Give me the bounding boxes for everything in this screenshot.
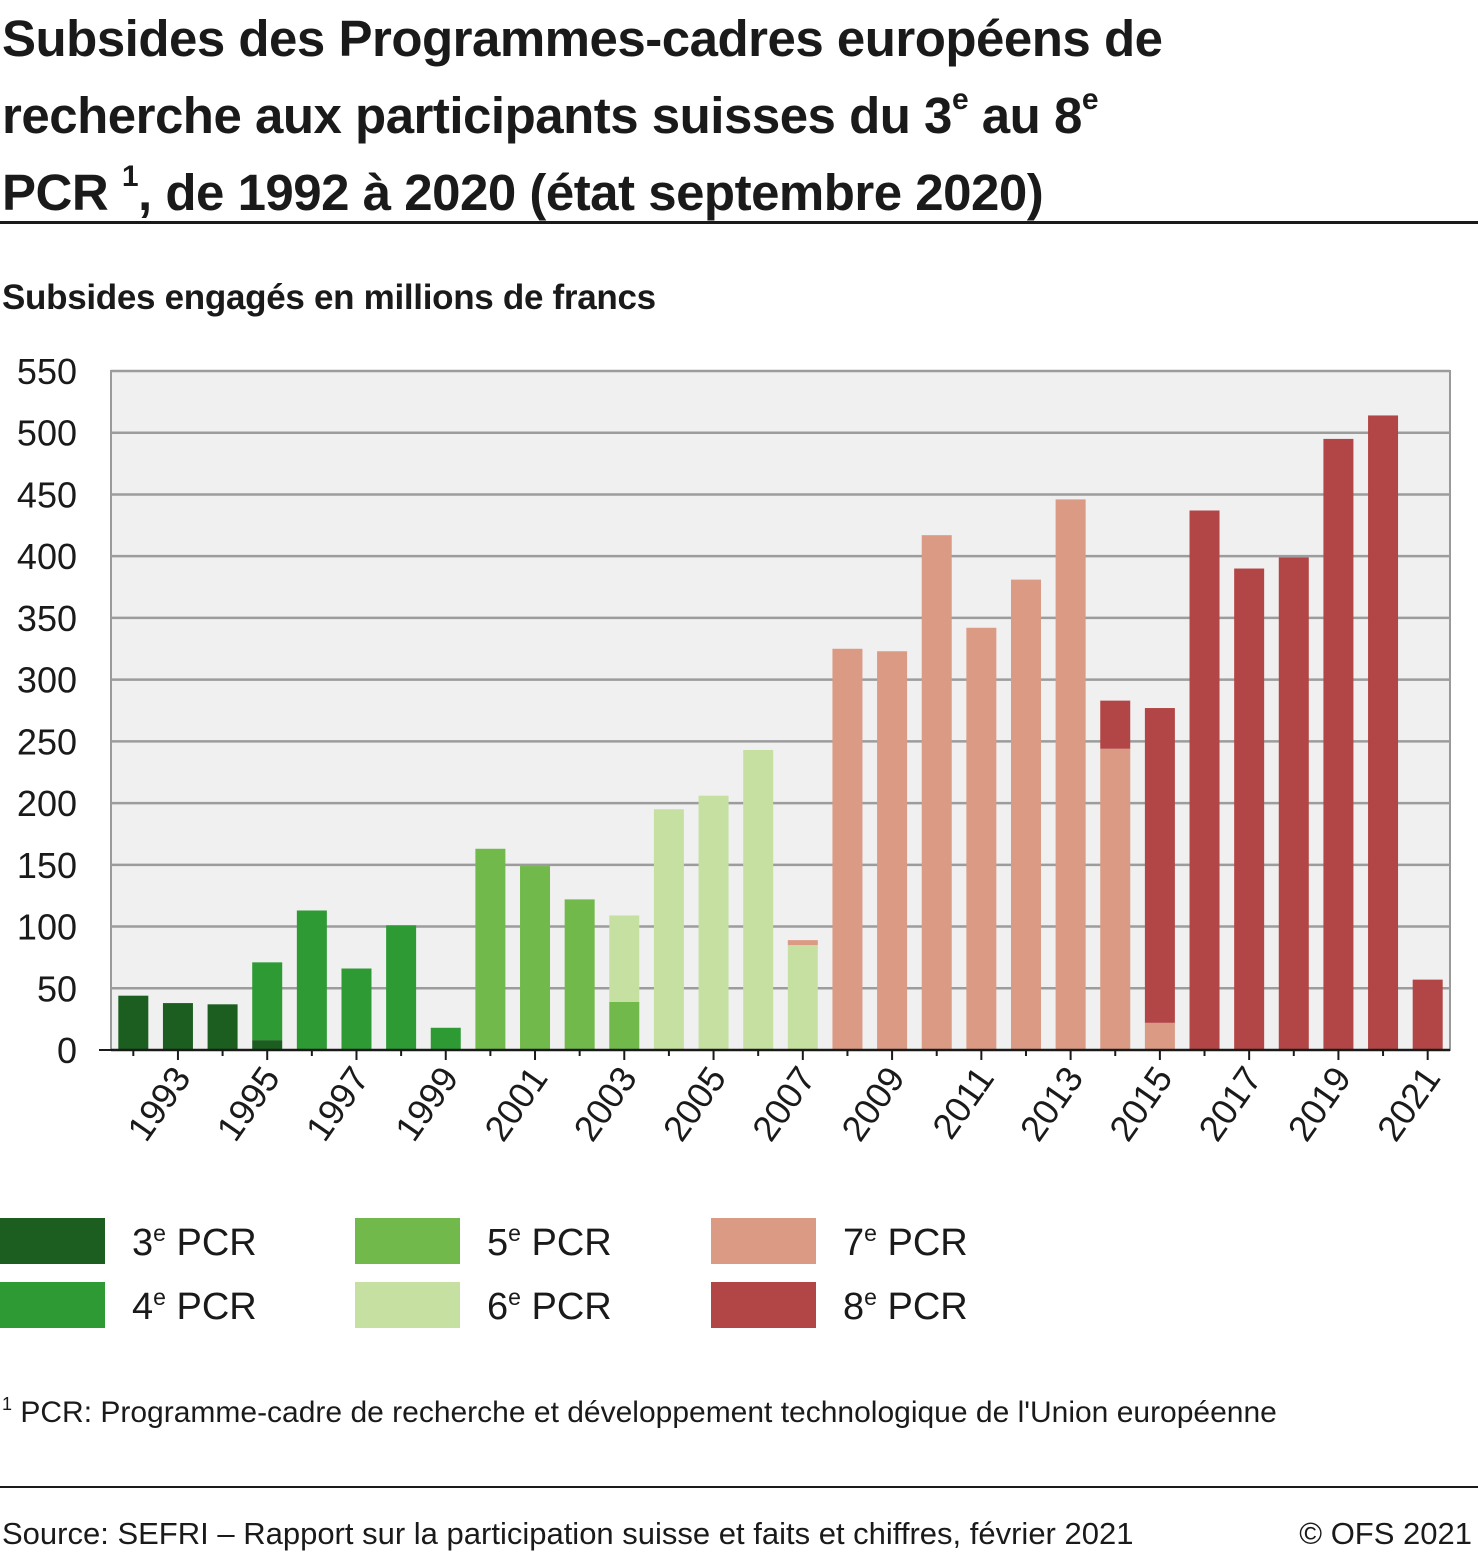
title-line-2: recherche aux participants suisses du 3e… — [2, 83, 1099, 145]
legend-label: 5e PCR — [487, 1220, 612, 1265]
bar-2017-series-8 — [1234, 568, 1265, 1050]
y-tick-label: 200 — [17, 783, 77, 824]
x-tick-label: 1999 — [387, 1059, 467, 1148]
legend-label: 8e PCR — [843, 1284, 968, 1329]
title-line-1: Subsides des Programmes-cadres européens… — [2, 10, 1163, 67]
bar-2001-series-5 — [520, 866, 551, 1050]
bar-2012-series-7 — [1010, 579, 1041, 1050]
bar-1993-series-3 — [162, 1003, 193, 1050]
bar-2009-series-7 — [877, 651, 908, 1050]
x-tick-label: 2019 — [1279, 1059, 1359, 1148]
x-tick-label: 2005 — [655, 1059, 735, 1148]
bar-2010-series-7 — [921, 535, 952, 1050]
legend-label: 3e PCR — [132, 1220, 257, 1265]
x-tick-label: 2009 — [833, 1059, 913, 1148]
y-tick-label: 550 — [17, 351, 77, 392]
bar-2002-series-5 — [564, 899, 595, 1050]
bar-2003-series-6 — [609, 915, 640, 1002]
legend-label: 7e PCR — [843, 1220, 968, 1265]
chart-subtitle: Subsides engagés en millions de francs — [2, 278, 656, 317]
bar-2014-series-7 — [1100, 748, 1131, 1050]
x-tick-label: 2015 — [1101, 1059, 1181, 1148]
title-rule — [0, 221, 1478, 224]
footnote: 1 PCR: Programme-cadre de recherche et d… — [2, 1394, 1277, 1429]
bar-1995-series-4 — [252, 962, 283, 1041]
bar-2011-series-7 — [966, 627, 997, 1050]
bar-2004-series-6 — [653, 809, 684, 1050]
bar-2005-series-6 — [698, 795, 729, 1050]
y-tick-label: 450 — [17, 474, 77, 515]
title-line-3: PCR 1, de 1992 à 2020 (état septembre 20… — [2, 160, 1044, 222]
legend-swatch — [0, 1218, 105, 1264]
bar-2016-series-8 — [1189, 510, 1220, 1050]
y-tick-label: 150 — [17, 845, 77, 886]
x-tick-label: 2017 — [1190, 1059, 1270, 1148]
bar-2015-series-8 — [1144, 708, 1175, 1023]
bar-1994-series-3 — [207, 1004, 238, 1050]
bar-2007-series-6 — [787, 945, 818, 1050]
x-tick-label: 2007 — [744, 1059, 824, 1148]
bar-2008-series-7 — [832, 648, 863, 1050]
y-tick-label: 0 — [57, 1030, 77, 1071]
x-tick-label: 1997 — [298, 1059, 378, 1148]
x-tick-label: 2003 — [565, 1059, 645, 1148]
y-tick-label: 400 — [17, 536, 77, 577]
bar-2015-series-7 — [1144, 1022, 1175, 1050]
bar-1995-series-3 — [252, 1040, 283, 1050]
bar-2014-series-8 — [1100, 700, 1131, 749]
y-tick-label: 250 — [17, 721, 77, 762]
x-tick-label: 2013 — [1012, 1059, 1092, 1148]
legend-swatch — [711, 1218, 816, 1264]
x-tick-label: 1993 — [119, 1059, 199, 1148]
bar-2006-series-6 — [743, 750, 774, 1050]
bar-2018-series-8 — [1278, 557, 1309, 1050]
bar-2013-series-7 — [1055, 499, 1086, 1051]
legend-swatch — [355, 1218, 460, 1264]
legend-swatch — [355, 1282, 460, 1328]
y-tick-label: 500 — [17, 413, 77, 454]
bar-1996-series-4 — [296, 910, 327, 1050]
bar-1992-series-3 — [118, 995, 149, 1050]
x-tick-label: 2001 — [476, 1059, 556, 1148]
copyright-note: © OFS 2021 — [1299, 1516, 1472, 1551]
bar-2007-series-7 — [787, 940, 818, 946]
y-tick-label: 50 — [37, 968, 77, 1009]
x-tick-label: 2021 — [1369, 1059, 1449, 1148]
legend: 3e PCR 4e PCR 5e PCR 6e PCR 7e PCR 8e PCR — [0, 1218, 1200, 1358]
bar-2020-series-8 — [1368, 415, 1399, 1051]
x-tick-label: 1995 — [208, 1059, 288, 1148]
y-tick-label: 350 — [17, 598, 77, 639]
bar-2019-series-8 — [1323, 438, 1354, 1050]
bar-1998-series-4 — [386, 925, 417, 1050]
source-note: Source: SEFRI – Rapport sur la participa… — [2, 1516, 1134, 1551]
plot-area — [110, 370, 1451, 1051]
legend-swatch — [0, 1282, 105, 1328]
legend-label: 4e PCR — [132, 1284, 257, 1329]
y-tick-label: 100 — [17, 907, 77, 948]
footer-rule — [0, 1486, 1478, 1488]
bar-2000-series-5 — [475, 848, 506, 1050]
y-tick-label: 300 — [17, 660, 77, 701]
legend-swatch — [711, 1282, 816, 1328]
x-tick-label: 2011 — [924, 1059, 1002, 1146]
bar-1999-series-4 — [430, 1027, 461, 1050]
bar-1997-series-4 — [341, 968, 372, 1050]
chart-title: Subsides des Programmes-cadres européens… — [2, 0, 1472, 231]
bar-2021-series-8 — [1412, 979, 1443, 1050]
legend-label: 6e PCR — [487, 1284, 612, 1329]
bar-2003-series-5 — [609, 1001, 640, 1050]
